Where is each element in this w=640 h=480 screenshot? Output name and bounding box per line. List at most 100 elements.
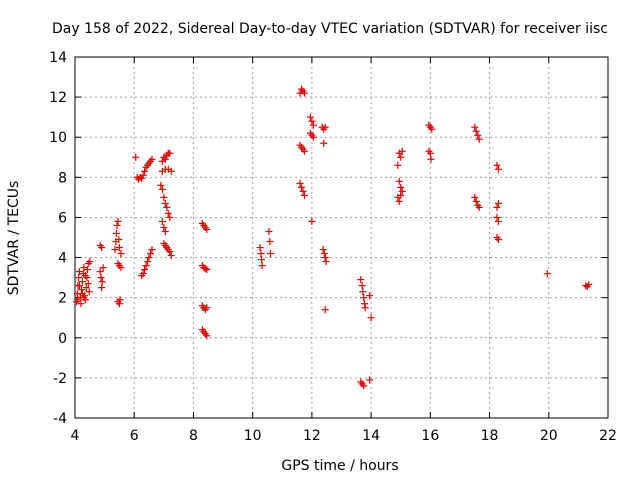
data-point-marker [141,266,149,274]
data-point-marker [300,191,308,199]
data-point-marker [397,153,405,161]
data-point-marker [300,89,308,97]
data-point-marker [471,193,479,201]
data-point-marker [493,213,501,221]
data-point-marker [543,270,551,278]
x-axis-ticks: 4 6 8 10 12 14 16 18 20 22 [71,57,617,444]
data-point-marker [111,246,119,254]
data-point-marker [166,213,174,221]
data-point-marker [582,282,590,290]
data-point-marker [258,262,266,270]
data-point-marker [158,217,166,225]
y-tick-label: 14 [49,50,67,66]
grid-lines [75,57,608,418]
data-point-marker [138,174,146,182]
data-point-marker [308,217,316,225]
data-point-marker [320,139,328,147]
data-point-marker [116,296,124,304]
data-point-marker [157,181,165,189]
data-point-marker [113,221,121,229]
data-point-marker [148,246,156,254]
data-point-marker [257,250,265,258]
data-point-marker [357,276,365,284]
data-point-marker [320,250,328,258]
chart-title: Day 158 of 2022, Sidereal Day-to-day VTE… [52,21,608,37]
y-tick-label: 10 [49,130,67,146]
data-point-marker [201,265,209,273]
data-point-marker [142,262,150,270]
data-point-marker [266,238,274,246]
x-axis-title: GPS time / hours [281,458,398,474]
data-point-marker [167,252,175,260]
data-point-marker [78,278,86,286]
data-point-marker [75,268,83,276]
data-points [72,85,593,390]
data-point-marker [75,282,83,290]
data-point-marker [163,203,171,211]
plot-frame [74,56,609,419]
data-point-marker [203,266,211,274]
data-point-marker [472,127,480,135]
data-point-marker [117,264,125,272]
data-point-marker [141,167,149,175]
data-point-marker [321,306,329,314]
data-point-marker [321,123,329,131]
data-point-marker [258,256,266,264]
data-point-marker [308,117,316,125]
data-point-marker [158,185,166,193]
data-point-marker [78,286,86,294]
x-tick-label: 8 [189,428,198,444]
data-point-marker [98,244,106,252]
data-point-marker [85,288,93,296]
data-point-marker [98,284,106,292]
data-point-marker [309,133,317,141]
x-tick-label: 20 [540,428,558,444]
y-tick-label: 4 [58,251,67,267]
y-tick-label: 0 [58,331,67,347]
data-point-marker [164,209,172,217]
data-point-marker [471,123,479,131]
data-point-marker [148,155,156,163]
data-point-marker [98,278,106,286]
data-point-marker [115,244,123,252]
data-point-marker [475,203,483,211]
data-point-marker [397,183,405,191]
data-point-marker [359,288,367,296]
data-point-marker [319,246,327,254]
data-point-marker [426,149,434,157]
data-point-marker [144,258,152,266]
data-point-marker [161,155,169,163]
data-point-marker [427,155,435,163]
x-tick-label: 4 [71,428,80,444]
data-point-marker [366,376,374,384]
data-point-marker [112,229,120,237]
x-tick-label: 10 [244,428,262,444]
data-point-marker [83,266,91,274]
data-point-marker [300,147,308,155]
data-point-marker [132,153,140,161]
y-tick-label: 2 [58,291,67,307]
data-point-marker [493,203,501,211]
data-point-marker [494,217,502,225]
data-point-marker [80,264,88,272]
data-point-marker [78,290,86,298]
x-tick-label: 6 [130,428,139,444]
data-point-marker [296,179,304,187]
data-point-marker [80,294,88,302]
x-tick-label: 16 [421,428,439,444]
data-point-marker [493,161,501,169]
data-point-marker [145,254,153,262]
data-point-marker [428,125,436,133]
y-axis-title: SDTVAR / TECUs [6,181,22,296]
y-tick-label: -2 [53,371,67,387]
data-point-marker [395,177,403,185]
data-point-marker [82,284,90,292]
data-point-marker [398,147,406,155]
data-point-marker [96,268,104,276]
data-point-marker [472,197,480,205]
data-point-marker [139,171,147,179]
data-point-marker [395,197,403,205]
data-point-marker [77,300,85,308]
data-point-marker [494,236,502,244]
